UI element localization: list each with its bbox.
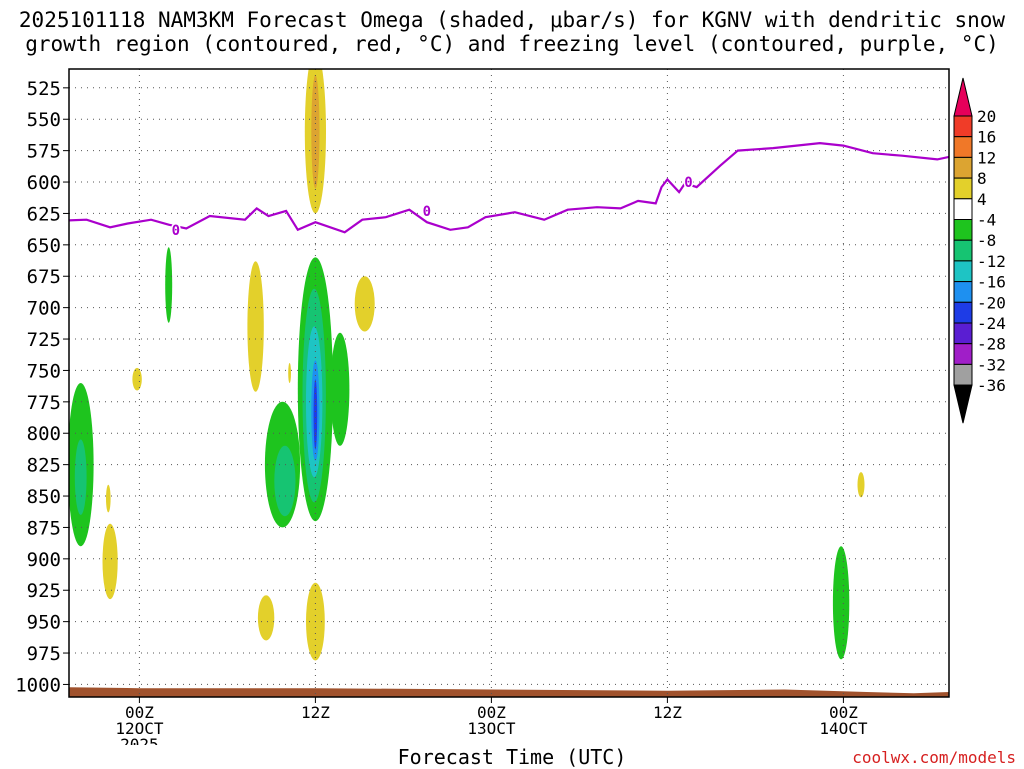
y-tick-label: 525	[27, 78, 61, 100]
colorbar-segment-3	[953, 177, 973, 200]
omega-region-1	[311, 75, 320, 189]
y-tick-label: 725	[27, 329, 61, 351]
colorbar-cap-top	[953, 77, 973, 117]
y-tick-label: 925	[27, 580, 61, 602]
colorbar-label: -24	[977, 314, 1006, 333]
y-tick-label: 700	[27, 298, 61, 320]
omega-region-13	[74, 439, 87, 515]
x-axis-title: Forecast Time (UTC)	[397, 745, 627, 769]
colorbar-segment-10	[953, 322, 973, 345]
colorbar-segment-0	[953, 115, 973, 138]
colorbar-segment-12	[953, 363, 973, 386]
title-line-1: 2025101118 NAM3KM Forecast Omega (shaded…	[18, 8, 1006, 32]
omega-region-15	[274, 445, 296, 517]
colorbar-label: 8	[977, 169, 987, 188]
colorbar-label: -16	[977, 273, 1006, 292]
x-tick-label: 12Z	[653, 703, 682, 722]
omega-region-5	[132, 367, 142, 391]
colorbar-label: -20	[977, 293, 1006, 312]
y-tick-label: 775	[27, 392, 61, 414]
colorbar-label: 20	[977, 107, 996, 126]
freezing-level-line	[69, 141, 949, 234]
credit-link[interactable]: coolwx.com/models	[852, 748, 1016, 767]
colorbar-label: -36	[977, 376, 1006, 395]
y-tick-label: 750	[27, 360, 61, 382]
omega-region-6	[102, 523, 118, 600]
y-tick-label: 850	[27, 486, 61, 508]
y-tick-label: 650	[27, 235, 61, 257]
y-tick-label: 675	[27, 266, 61, 288]
x-tick-label: 12Z	[301, 703, 330, 722]
y-tick-label: 975	[27, 643, 61, 665]
colorbar-segment-2	[953, 156, 973, 179]
y-tick-label: 800	[27, 423, 61, 445]
colorbar-label: 12	[977, 148, 996, 167]
title-line-2: growth region (contoured, red, °C) and f…	[25, 32, 999, 56]
y-tick-label: 600	[27, 172, 61, 194]
y-tick-label: 550	[27, 109, 61, 131]
colorbar-segment-7	[953, 260, 973, 283]
colorbar-segment-4	[953, 198, 973, 221]
y-tick-label: 825	[27, 455, 61, 477]
omega-region-21	[313, 379, 318, 450]
ground-terrain	[69, 687, 949, 697]
omega-region-2	[247, 261, 264, 392]
colorbar-segment-6	[953, 239, 973, 262]
x-tick-label: 00Z	[125, 703, 154, 722]
colorbar-label: -28	[977, 335, 1006, 354]
y-tick-label: 1000	[15, 674, 61, 696]
y-tick-label: 900	[27, 549, 61, 571]
colorbar-segment-1	[953, 136, 973, 158]
omega-region-11	[165, 247, 173, 323]
freezing-level-label: 0	[423, 204, 431, 220]
x-tick-label: 14OCT	[819, 719, 868, 738]
omega-region-3	[288, 363, 291, 383]
x-tick-label: 12OCT	[115, 719, 164, 738]
omega-region-8	[257, 595, 275, 641]
omega-cross-section-chart: 000 525550575600625650675700725750775800…	[15, 68, 1006, 745]
omega-region-17	[330, 332, 350, 446]
colorbar-label: 16	[977, 128, 996, 147]
plot-frame	[68, 68, 950, 698]
colorbar-label: -8	[977, 231, 996, 250]
freezing-level-label: 0	[172, 223, 180, 239]
x-tick-label: 00Z	[477, 703, 506, 722]
omega-region-7	[106, 484, 111, 513]
x-tick-label: 2025	[120, 735, 159, 745]
y-tick-label: 575	[27, 141, 61, 163]
colorbar-label: 4	[977, 190, 987, 209]
freezing-level-label: 0	[684, 175, 692, 191]
omega-region-4	[354, 276, 375, 332]
y-tick-label: 875	[27, 517, 61, 539]
colorbar-segment-5	[953, 219, 973, 241]
colorbar-label: -32	[977, 355, 1006, 374]
colorbar-segment-9	[953, 301, 973, 324]
colorbar-label: -12	[977, 252, 1006, 271]
y-tick-label: 625	[27, 203, 61, 225]
colorbar-label: -4	[977, 211, 996, 230]
colorbar-segment-11	[953, 343, 973, 365]
x-tick-label: 00Z	[829, 703, 858, 722]
y-tick-label: 950	[27, 612, 61, 634]
omega-region-22	[832, 546, 850, 660]
colorbar-cap-bottom	[953, 384, 973, 424]
omega-region-10	[857, 472, 865, 498]
x-tick-label: 13OCT	[467, 719, 516, 738]
colorbar-segment-8	[953, 281, 973, 303]
